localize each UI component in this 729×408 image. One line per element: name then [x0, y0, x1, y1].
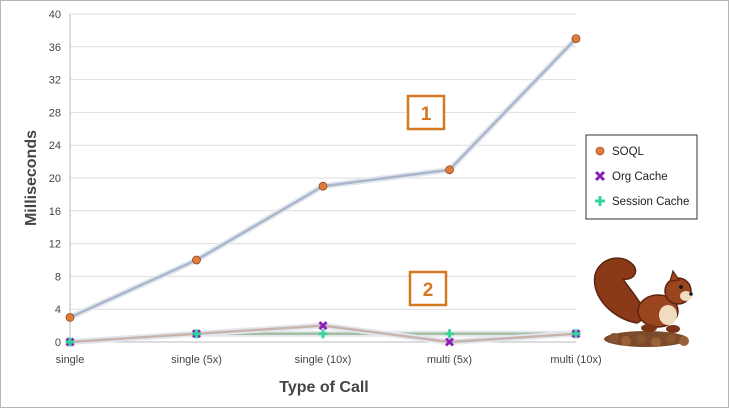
- soql-point: [192, 255, 201, 265]
- acorn: [609, 333, 619, 343]
- legend-item-org-cache: Org Cache: [594, 170, 668, 183]
- x-tick-label: single (10x): [295, 354, 352, 366]
- annotation-2: 2: [408, 270, 448, 307]
- annotation-2-box: [408, 270, 448, 307]
- squirrel-tail: [593, 257, 648, 324]
- session-cache-point: [318, 329, 328, 339]
- squirrel-muzzle: [680, 291, 692, 301]
- soql-point: [318, 181, 328, 191]
- annotation-2-label: 2: [423, 280, 434, 301]
- acorn: [666, 334, 676, 344]
- soql-point: [571, 34, 581, 43]
- legend-org-cache-label: Org Cache: [612, 171, 668, 183]
- squirrel-leg: [666, 325, 680, 333]
- legend-session-cache-label: Session Cache: [612, 196, 689, 208]
- y-tick-label: 36: [49, 42, 61, 54]
- y-tick-label: 4: [55, 304, 61, 316]
- acorn: [679, 336, 689, 346]
- y-axis-title: Milliseconds: [23, 130, 40, 226]
- legend-item-soql: SOQL: [595, 146, 645, 158]
- legend-item-session-cache: Session Cache: [595, 196, 689, 208]
- annotation-1: 1: [406, 94, 446, 131]
- org-cache-point: [445, 337, 454, 347]
- legend-soql-marker: [595, 146, 605, 156]
- squirrel-nose: [689, 292, 693, 296]
- squirrel-eye: [679, 285, 683, 289]
- squirrel-mascot-illustration: [593, 257, 693, 347]
- squirrel-ear: [669, 269, 681, 282]
- x-tick-label: multi (10x): [550, 354, 601, 366]
- org-cache-point: [318, 321, 328, 331]
- acorn: [636, 334, 646, 344]
- squirrel-leg: [641, 324, 657, 332]
- acorn: [651, 337, 661, 347]
- data-markers: [65, 34, 581, 347]
- org-cache-point-stroke: [445, 337, 454, 347]
- session-cache-point: [192, 329, 201, 339]
- org-cache-point-stroke: [318, 321, 328, 331]
- soql-point: [65, 312, 75, 322]
- legend-box: [585, 134, 698, 220]
- y-tick-label: 0: [55, 337, 61, 349]
- y-tick-label: 20: [49, 173, 61, 185]
- y-tick-label: 28: [49, 107, 61, 119]
- legend-session-cache-marker: [595, 196, 605, 206]
- annotation-1-label: 1: [421, 104, 432, 125]
- y-tick-label: 40: [49, 9, 61, 21]
- squirrel-belly: [659, 305, 677, 325]
- y-tick-label: 12: [49, 239, 61, 251]
- legend: SOQL Org Cache Session Cache: [585, 134, 698, 220]
- x-tick-label: single (5x): [171, 354, 222, 366]
- x-axis-title: Type of Call: [279, 379, 369, 396]
- session-cache-point: [571, 329, 581, 339]
- y-tick-label: 16: [49, 206, 61, 218]
- x-tick-label: multi (5x): [427, 354, 472, 366]
- y-tick-label: 8: [55, 271, 61, 283]
- annotation-1-box: [406, 94, 446, 131]
- gridlines: [70, 13, 576, 310]
- x-tick-label: single: [56, 354, 85, 366]
- legend-org-cache-marker: [594, 170, 606, 182]
- acorn: [621, 336, 631, 346]
- session-cache-point: [65, 337, 75, 347]
- y-tick-label: 24: [49, 140, 61, 152]
- session-cache-point: [445, 329, 454, 339]
- y-tick-label: 32: [49, 75, 61, 87]
- soql-point: [445, 165, 454, 175]
- legend-soql-label: SOQL: [612, 146, 645, 158]
